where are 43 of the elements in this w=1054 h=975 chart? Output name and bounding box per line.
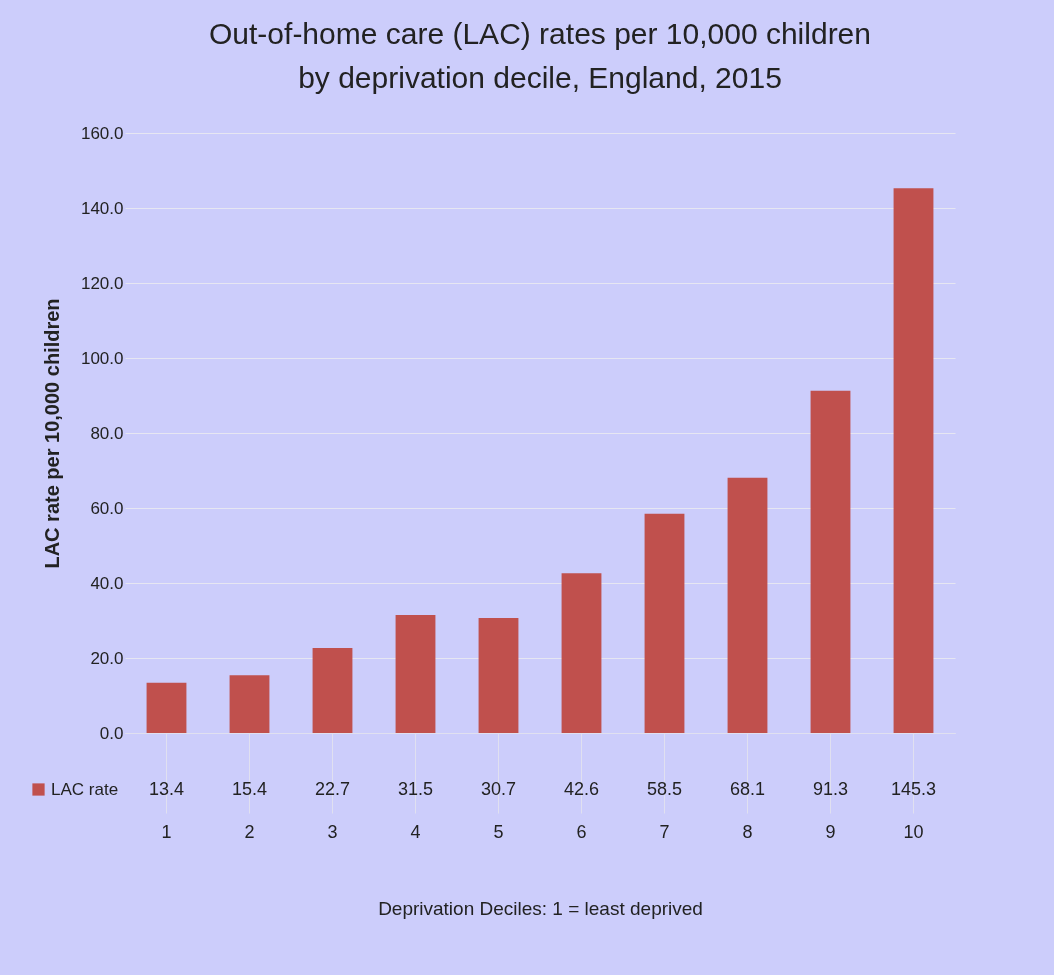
legend-label: LAC rate <box>51 779 119 799</box>
bar <box>395 614 436 733</box>
data-label: 30.7 <box>480 779 517 799</box>
y-tick-label: 40.0 <box>90 573 124 593</box>
bar <box>810 390 851 733</box>
bar <box>561 573 602 733</box>
x-tick-label: 1 <box>161 821 172 842</box>
bar <box>478 617 519 733</box>
data-label: 145.3 <box>890 779 937 799</box>
y-tick-label: 160.0 <box>80 123 124 143</box>
y-tick-label: 0.0 <box>99 723 124 743</box>
x-tick-label: 2 <box>244 821 255 842</box>
y-tick-label: 80.0 <box>90 423 124 443</box>
bar <box>146 682 187 733</box>
x-tick-label: 4 <box>410 821 421 842</box>
chart-title: Out-of-home care (LAC) rates per 10,000 children by deprivation decile, England, 2015 <box>209 17 871 94</box>
data-label: 42.6 <box>563 779 600 799</box>
bar <box>229 675 270 733</box>
data-label: 13.4 <box>148 779 185 799</box>
x-tick-label: 9 <box>825 821 836 842</box>
data-label: 15.4 <box>231 779 268 799</box>
x-tick-label: 7 <box>659 821 670 842</box>
x-axis-title: Deprivation Deciles: 1 = least deprived <box>378 897 703 919</box>
bar <box>893 188 934 733</box>
bar <box>727 477 768 733</box>
y-axis-title: LAC rate per 10,000 children <box>40 298 63 569</box>
data-label: 91.3 <box>812 779 849 799</box>
y-tick-label: 100.0 <box>80 348 124 368</box>
x-tick-label: 6 <box>576 821 587 842</box>
x-tick-label: 10 <box>903 821 924 842</box>
data-label: 31.5 <box>397 779 434 799</box>
x-tick-label: 8 <box>742 821 753 842</box>
data-label: 68.1 <box>729 779 766 799</box>
y-tick-label: 60.0 <box>90 498 124 518</box>
data-label: 22.7 <box>314 779 351 799</box>
bar <box>644 513 685 733</box>
y-tick-label: 140.0 <box>80 198 124 218</box>
data-label: 58.5 <box>646 779 683 799</box>
x-tick-label: 5 <box>493 821 504 842</box>
x-tick-label: 3 <box>327 821 338 842</box>
y-tick-label: 120.0 <box>80 273 124 293</box>
bar <box>312 647 353 733</box>
y-tick-label: 20.0 <box>90 648 124 668</box>
